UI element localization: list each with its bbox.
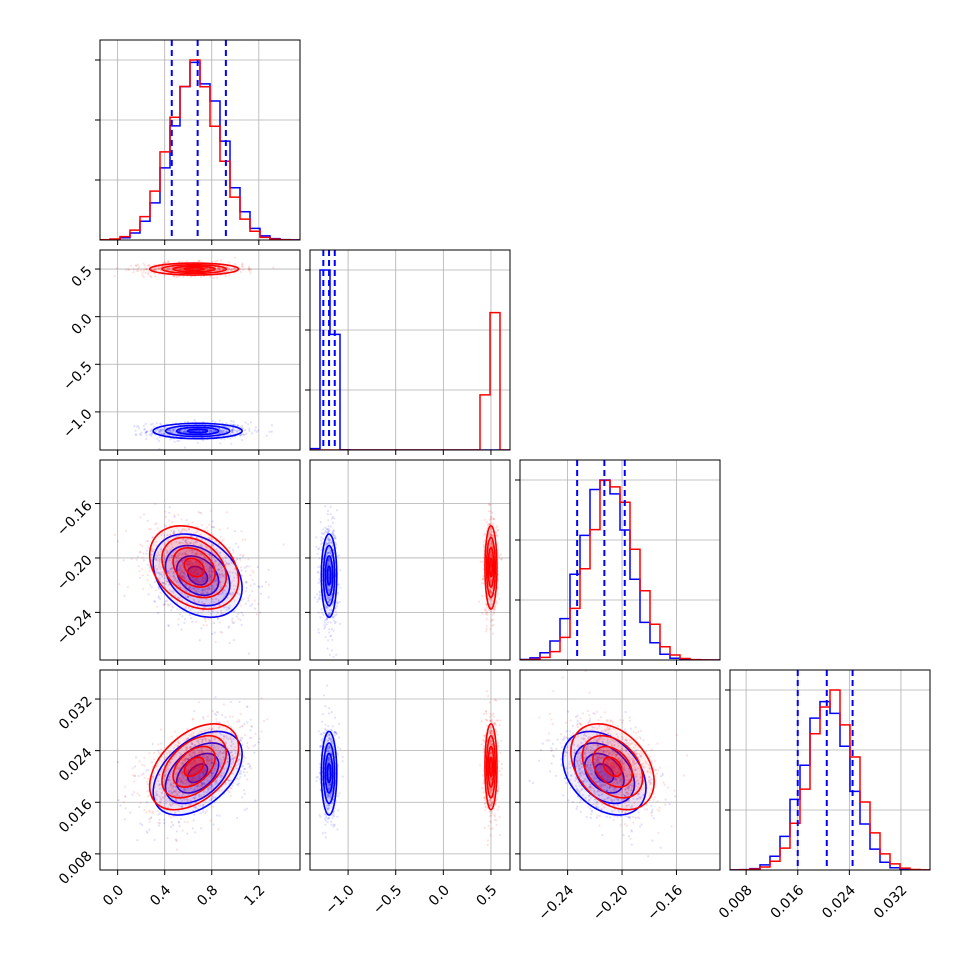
density-contour [186, 565, 209, 586]
panel-0-0 [95, 39, 301, 245]
histogram-step [730, 700, 930, 870]
density-contour [581, 734, 644, 799]
y-tick-label: 0.5 [69, 263, 96, 290]
density-contour [183, 756, 205, 778]
density-contour [602, 756, 623, 778]
x-tick-label: 0.016 [768, 882, 808, 922]
axes-frame [519, 669, 721, 871]
density-contour [324, 752, 334, 794]
density-contour [488, 557, 494, 578]
y-tick-label: −0.24 [54, 607, 96, 649]
axes-frame [309, 669, 511, 871]
y-tick-label: 0.016 [56, 797, 96, 837]
density-contour [326, 565, 332, 586]
histogram-step [730, 689, 930, 870]
density-contour [148, 723, 240, 811]
histogram-step [520, 479, 720, 660]
axes-frame [309, 459, 511, 661]
axes-frame [99, 459, 301, 661]
axes-frame [99, 249, 301, 451]
density-contour [148, 525, 240, 610]
density-contour [488, 756, 494, 778]
x-tick-label: 0.024 [819, 882, 859, 922]
histogram-step [310, 311, 510, 450]
panel-2-0: −0.16 −0.20 −0.24 [54, 459, 301, 665]
density-contour [172, 265, 216, 273]
x-tick-label: 0.032 [871, 882, 911, 922]
x-tick-label: 0.0 [100, 882, 127, 909]
density-contour [183, 266, 205, 272]
histogram-step [100, 61, 300, 240]
x-tick-label: 1.2 [241, 882, 268, 909]
y-tick-label: 0.032 [56, 693, 96, 733]
density-contour [172, 745, 216, 788]
density-contour [487, 547, 495, 588]
x-tick-label: 0.008 [716, 882, 756, 922]
scatter-points [538, 670, 689, 841]
axes-frame [309, 249, 511, 451]
density-contour [186, 428, 209, 434]
axes-frame [99, 669, 301, 871]
y-tick-label: −0.5 [60, 359, 95, 394]
density-contour [161, 536, 228, 599]
x-tick-label: −0.24 [536, 882, 578, 924]
x-tick-label: −0.16 [644, 882, 686, 924]
x-tick-label: 0.0 [426, 882, 453, 909]
x-tick-label: −0.5 [370, 882, 405, 917]
histogram-step [520, 479, 720, 660]
x-tick-label: 0.4 [147, 882, 174, 909]
axes-frame [729, 669, 931, 871]
y-tick-label: 0.024 [56, 745, 96, 785]
density-contour [172, 547, 216, 588]
x-tick-label: 0.5 [474, 882, 501, 909]
density-contour [324, 555, 334, 597]
panel-1-1 [305, 249, 511, 455]
density-contour [570, 723, 655, 811]
panel-2-1 [305, 459, 511, 665]
density-contour [183, 557, 205, 578]
density-contour [487, 745, 495, 788]
density-contour [161, 734, 228, 799]
y-tick-label: 0.0 [69, 311, 96, 338]
axes-frame [519, 459, 721, 661]
axes-frame [99, 39, 301, 241]
panel-1-0: 0.5 0.0 −0.5 −1.0 [60, 249, 301, 455]
x-tick-label: −1.0 [322, 882, 357, 917]
y-tick-label: −0.20 [54, 552, 96, 594]
y-tick-label: 0.008 [56, 848, 96, 888]
density-contour [326, 763, 332, 784]
x-tick-label: 0.8 [194, 882, 221, 909]
panel-3-3: 0.008 0.016 0.024 0.032 [716, 669, 931, 922]
density-contour [592, 745, 633, 788]
panel-3-2: −0.24 −0.20 −0.16 [515, 669, 721, 924]
density-contour [175, 426, 220, 436]
panel-2-2 [515, 459, 721, 665]
panel-3-1: −1.0 −0.5 0.0 0.5 [305, 669, 511, 918]
histogram-step [100, 59, 300, 240]
y-tick-label: −1.0 [60, 406, 95, 441]
density-contour [594, 763, 615, 784]
x-tick-label: −0.20 [590, 882, 632, 924]
y-tick-label: −0.16 [54, 498, 96, 540]
